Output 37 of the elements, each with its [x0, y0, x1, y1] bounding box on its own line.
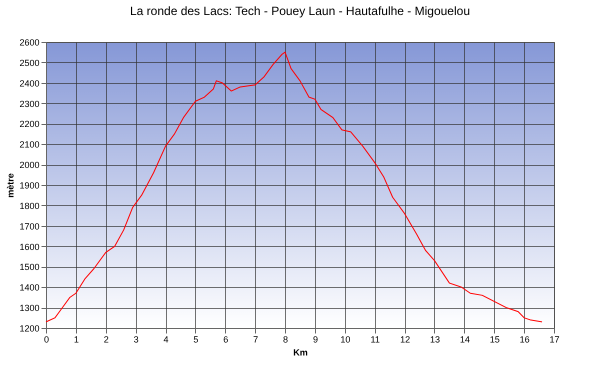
- y-tick-label: 2000: [19, 160, 40, 170]
- y-tick-label: 2300: [19, 98, 40, 109]
- y-tick-label: 1200: [19, 324, 40, 334]
- x-tick-label: 11: [370, 334, 380, 344]
- y-tick-label: 2200: [19, 119, 40, 130]
- y-tick-label: 2100: [19, 140, 40, 150]
- x-axis-title: Km: [293, 348, 308, 358]
- x-tick-label: 10: [340, 334, 350, 344]
- y-tick-label: 2400: [19, 78, 40, 88]
- y-tick-label: 1800: [19, 200, 40, 211]
- x-tick-label: 8: [283, 334, 288, 344]
- x-tick-label: 3: [134, 334, 139, 344]
- line-series: [46, 52, 543, 322]
- x-tick-label: 1: [74, 334, 79, 344]
- x-tick-label: 4: [164, 334, 169, 344]
- x-tick-label: 16: [520, 334, 530, 344]
- y-tick-label: 2500: [19, 58, 40, 68]
- x-tick-label: 7: [253, 334, 258, 344]
- x-tick-label: 9: [312, 334, 318, 344]
- x-tick-label: 12: [400, 334, 410, 344]
- y-tick-label: 2600: [19, 38, 40, 48]
- y-tick-label: 1600: [19, 242, 40, 252]
- y-tick-label: 1500: [19, 262, 40, 272]
- y-tick-label: 1700: [19, 221, 40, 232]
- x-tick-label: 0: [44, 334, 50, 344]
- x-tick-label: 17: [549, 334, 560, 344]
- y-axis-title: mètre: [5, 173, 16, 198]
- x-tick-label: 13: [430, 334, 440, 344]
- x-tick-label: 5: [193, 334, 198, 344]
- y-tick-label: 1300: [19, 303, 40, 314]
- y-tick-label: 1400: [19, 282, 40, 293]
- x-tick-label: 6: [223, 334, 228, 344]
- x-tick-label: 2: [104, 334, 109, 344]
- y-tick-label: 1900: [19, 180, 40, 190]
- x-tick-label: 14: [460, 334, 470, 344]
- x-tick-label: 15: [490, 334, 500, 344]
- chart-title: La ronde des Lacs: Tech - Pouey Laun - Hautafulhe - Migouelou: [130, 4, 470, 18]
